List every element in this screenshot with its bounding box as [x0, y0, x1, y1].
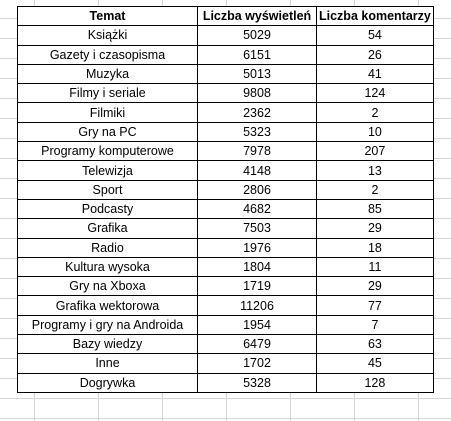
comments-cell[interactable]: 2 [316, 179, 434, 200]
table-body: Książki 5029 54 Gazety i czasopisma 6151 26 Mu… [17, 25, 434, 393]
topic-cell[interactable]: Telewizja [17, 160, 198, 181]
topic-cell[interactable]: Muzyka [17, 63, 198, 85]
views-cell[interactable]: 9808 [197, 83, 317, 104]
table-row: Dogrywka 5328 128 [17, 372, 434, 393]
comments-cell[interactable]: 2 [316, 102, 434, 123]
table-row: Podcasty 4682 85 [17, 198, 434, 220]
table-row: Gry na PC 5323 10 [17, 121, 434, 143]
table-row: Książki 5029 54 [17, 25, 434, 46]
comments-cell[interactable]: 85 [316, 198, 434, 220]
topic-cell[interactable]: Bazy wiedzy [17, 334, 198, 355]
topic-cell[interactable]: Programy komputerowe [17, 141, 198, 162]
header-cell-temat[interactable]: Temat [17, 5, 198, 27]
table-row: Programy i gry na Androida 1954 7 [17, 314, 434, 336]
table-row: Programy komputerowe 7978 207 [17, 141, 434, 162]
comments-cell[interactable]: 7 [316, 314, 434, 336]
topic-cell[interactable]: Kultura wysoka [17, 256, 198, 278]
topic-cell[interactable]: Sport [17, 179, 198, 200]
comments-cell[interactable]: 29 [316, 276, 434, 297]
table-row: Inne 1702 45 [17, 353, 434, 374]
topic-cell[interactable]: Gry na PC [17, 121, 198, 143]
topic-cell[interactable]: Filmy i seriale [17, 83, 198, 104]
table-row: Grafika wektorowa 11206 77 [17, 295, 434, 316]
comments-cell[interactable]: 29 [316, 218, 434, 239]
table-row: Muzyka 5013 41 [17, 63, 434, 85]
topic-cell[interactable]: Książki [17, 25, 198, 46]
comments-cell[interactable]: 26 [316, 44, 434, 65]
views-cell[interactable]: 6479 [197, 334, 317, 355]
comments-cell[interactable]: 77 [316, 295, 434, 316]
views-cell[interactable]: 1719 [197, 276, 317, 297]
comments-cell[interactable]: 18 [316, 237, 434, 258]
views-cell[interactable]: 7503 [197, 218, 317, 239]
views-cell[interactable]: 5013 [197, 63, 317, 85]
header-cell-liczba-wyswietlen[interactable]: Liczba wyświetleń [197, 5, 317, 27]
comments-cell[interactable]: 10 [316, 121, 434, 143]
topic-cell[interactable]: Inne [17, 353, 198, 374]
views-cell[interactable]: 2362 [197, 102, 317, 123]
views-cell[interactable]: 11206 [197, 295, 317, 316]
views-cell[interactable]: 1702 [197, 353, 317, 374]
comments-cell[interactable]: 41 [316, 63, 434, 85]
views-cell[interactable]: 2806 [197, 179, 317, 200]
table-row: Kultura wysoka 1804 11 [17, 256, 434, 278]
views-cell[interactable]: 5323 [197, 121, 317, 143]
table-row: Filmy i seriale 9808 124 [17, 83, 434, 104]
topic-cell[interactable]: Programy i gry na Androida [17, 314, 198, 336]
comments-cell[interactable]: 124 [316, 83, 434, 104]
topic-cell[interactable]: Podcasty [17, 198, 198, 220]
table-row: Sport 2806 2 [17, 179, 434, 200]
topic-cell[interactable]: Dogrywka [17, 372, 198, 393]
comments-cell[interactable]: 45 [316, 353, 434, 374]
table-row: Filmiki 2362 2 [17, 102, 434, 123]
views-cell[interactable]: 5328 [197, 372, 317, 393]
comments-cell[interactable]: 63 [316, 334, 434, 355]
views-cell[interactable]: 1804 [197, 256, 317, 278]
header-cell-liczba-komentarzy[interactable]: Liczba komentarzy [316, 5, 434, 27]
table-row: Grafika 7503 29 [17, 218, 434, 239]
topic-cell[interactable]: Gry na Xboxa [17, 276, 198, 297]
topic-cell[interactable]: Gazety i czasopisma [17, 44, 198, 65]
views-cell[interactable]: 7978 [197, 141, 317, 162]
table-row: Bazy wiedzy 6479 63 [17, 334, 434, 355]
views-cell[interactable]: 4148 [197, 160, 317, 181]
views-cell[interactable]: 6151 [197, 44, 317, 65]
table-row: Radio 1976 18 [17, 237, 434, 258]
topic-cell[interactable]: Radio [17, 237, 198, 258]
topic-cell[interactable]: Grafika [17, 218, 198, 239]
header-row: Temat Liczba wyświetleń Liczba komentarz… [17, 5, 434, 27]
comments-cell[interactable]: 11 [316, 256, 434, 278]
table-row: Telewizja 4148 13 [17, 160, 434, 181]
views-cell[interactable]: 5029 [197, 25, 317, 46]
comments-cell[interactable]: 207 [316, 141, 434, 162]
views-cell[interactable]: 4682 [197, 198, 317, 220]
table-row: Gry na Xboxa 1719 29 [17, 276, 434, 297]
views-cell[interactable]: 1976 [197, 237, 317, 258]
comments-cell[interactable]: 13 [316, 160, 434, 181]
data-table: Temat Liczba wyświetleń Liczba komentarz… [17, 5, 434, 393]
views-cell[interactable]: 1954 [197, 314, 317, 336]
comments-cell[interactable]: 54 [316, 25, 434, 46]
table-row: Gazety i czasopisma 6151 26 [17, 44, 434, 65]
topic-cell[interactable]: Filmiki [17, 102, 198, 123]
comments-cell[interactable]: 128 [316, 372, 434, 393]
topic-cell[interactable]: Grafika wektorowa [17, 295, 198, 316]
